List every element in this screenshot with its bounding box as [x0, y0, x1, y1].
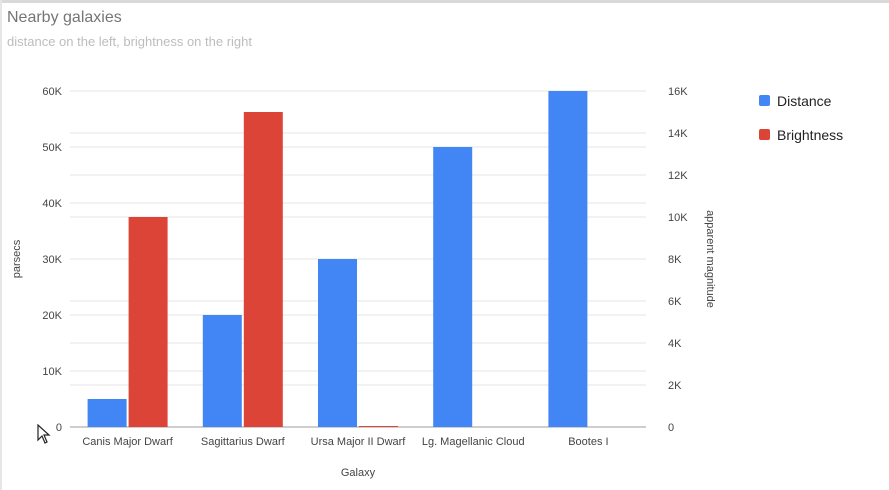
bar-brightness — [359, 426, 398, 427]
left-tick-label: 40K — [42, 198, 62, 210]
right-tick-label: 14K — [668, 128, 688, 140]
bar-distance — [548, 91, 588, 427]
right-tick-label: 10K — [668, 212, 688, 224]
left-tick-label: 10K — [42, 366, 62, 378]
left-tick-label: 0 — [56, 422, 62, 434]
category-label: Ursa Major II Dwarf — [311, 436, 407, 448]
bar-distance — [87, 399, 127, 427]
right-tick-label: 4K — [668, 338, 682, 350]
left-axis-title: parsecs — [11, 239, 23, 278]
left-tick-label: 20K — [42, 310, 62, 322]
bar-distance — [433, 147, 473, 427]
left-tick-label: 60K — [42, 86, 62, 98]
bar-brightness — [128, 217, 168, 427]
category-label: Bootes I — [568, 436, 608, 448]
right-tick-label: 0 — [668, 422, 674, 434]
legend-label-brightness: Brightness — [777, 127, 843, 143]
x-axis-title: Galaxy — [341, 467, 376, 479]
right-tick-label: 6K — [668, 296, 682, 308]
chart-subtitle: distance on the left, brightness on the … — [7, 34, 252, 49]
right-tick-label: 16K — [668, 86, 688, 98]
right-axis-title: apparent magnitude — [704, 210, 716, 308]
category-label: Lg. Magellanic Cloud — [422, 436, 525, 448]
legend-swatch-distance — [759, 95, 770, 106]
right-tick-label: 12K — [668, 170, 688, 182]
right-tick-label: 2K — [668, 380, 682, 392]
bar-brightness — [243, 112, 283, 427]
legend-label-distance: Distance — [777, 93, 832, 109]
category-label: Sagittarius Dwarf — [201, 436, 286, 448]
left-tick-label: 30K — [42, 254, 62, 266]
category-label: Canis Major Dwarf — [82, 436, 173, 448]
legend-swatch-brightness — [759, 129, 770, 140]
left-tick-label: 50K — [42, 142, 62, 154]
left-border — [0, 0, 2, 490]
bar-distance — [202, 315, 242, 427]
chart-title: Nearby galaxies — [7, 9, 122, 26]
top-border — [0, 0, 889, 3]
right-tick-label: 8K — [668, 254, 682, 266]
bar-distance — [318, 259, 357, 427]
